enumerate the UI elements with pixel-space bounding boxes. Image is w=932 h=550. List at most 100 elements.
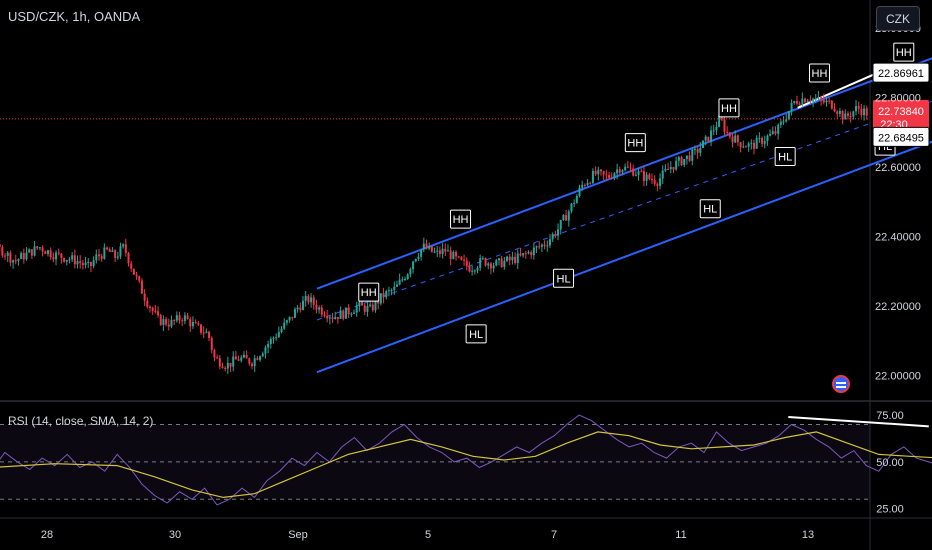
channel-mid-line[interactable] [316, 63, 932, 321]
candle-body [46, 250, 49, 254]
candle-body [436, 250, 439, 252]
candle-body [503, 261, 506, 268]
candle-body [49, 250, 52, 258]
candle-body [836, 111, 839, 114]
candle-body [731, 136, 734, 143]
candle-body [763, 141, 766, 144]
rsi-divergence-line[interactable] [788, 415, 929, 428]
candle-body [591, 170, 594, 183]
candle-body [425, 243, 428, 249]
candle-body [111, 250, 114, 252]
candle-body [720, 115, 723, 120]
candle-body [30, 249, 33, 256]
candle-body [500, 258, 503, 268]
candle-body [28, 249, 31, 253]
candle-body [457, 256, 460, 258]
candle-body [9, 252, 12, 263]
candle-body [385, 291, 388, 298]
candle-body [637, 171, 640, 175]
channel-upper-line[interactable] [316, 17, 932, 290]
candle-body [326, 316, 329, 319]
candle-body [148, 306, 151, 308]
candle-body [460, 256, 463, 260]
candle-body [812, 98, 815, 102]
candle-body [127, 253, 130, 264]
candle-body [583, 184, 586, 186]
candle-body [0, 244, 1, 248]
candle-body [479, 258, 482, 268]
candle-body [602, 171, 605, 175]
candle-body [667, 168, 670, 170]
sell-stop-price-value: 22.68495 [878, 132, 924, 144]
candle-body [677, 157, 680, 161]
swing-marker-box [553, 268, 575, 288]
us-flag-icon[interactable] [832, 375, 850, 393]
candle-body [844, 113, 847, 120]
candle-body [833, 108, 836, 112]
candle-body [253, 358, 256, 367]
candle-body [640, 171, 643, 173]
candle-body [438, 250, 441, 254]
candle-body [712, 130, 715, 132]
price-tick-label: 22.20000 [875, 301, 921, 313]
candle-body [626, 166, 629, 168]
candle-body [471, 270, 474, 272]
candle-body [409, 269, 412, 275]
candle-body [777, 124, 780, 134]
candle-body [495, 260, 498, 266]
channel-lower-line[interactable] [316, 101, 932, 374]
candle-body [84, 262, 87, 266]
candle-body [736, 135, 739, 143]
swing-marker-label: HL [703, 204, 717, 216]
candle-body [1, 247, 4, 256]
stop-loss-price-tag [872, 62, 930, 83]
candle-body [288, 316, 291, 321]
swing-marker-label: HH [453, 214, 469, 226]
candle-body [680, 157, 683, 166]
candle-body [267, 343, 270, 348]
candle-body [586, 182, 589, 186]
candle-body [146, 300, 149, 307]
candle-body [81, 263, 84, 266]
candle-body [441, 248, 444, 254]
candle-body [130, 263, 133, 269]
candle-body [449, 250, 452, 260]
swing-marker-box [450, 209, 472, 229]
trend-channel[interactable] [316, 17, 932, 374]
candle-body [565, 215, 568, 221]
candle-body [336, 316, 339, 319]
candle-body [718, 115, 721, 127]
candle-body [452, 252, 455, 260]
candle-body [87, 262, 90, 264]
candle-body [194, 322, 197, 324]
candlesticks [0, 90, 868, 375]
candle-body [71, 255, 74, 260]
candle-body [514, 256, 517, 264]
time-axis[interactable]: 28 30 Sep 5 7 11 13 [41, 529, 814, 541]
candle-body [849, 115, 852, 117]
candle-body [79, 261, 82, 264]
candle-body [608, 175, 611, 178]
time-tick-label: Sep [288, 529, 308, 541]
candle-body [299, 307, 302, 310]
candle-body [548, 239, 551, 246]
rsi-axis[interactable]: 25.00 50.00 75.00 [876, 410, 904, 516]
candle-body [634, 174, 637, 176]
currency-button[interactable]: CZK [876, 6, 920, 31]
candle-body [296, 307, 299, 310]
candle-body [656, 183, 659, 186]
candle-body [116, 256, 119, 258]
candle-body [618, 169, 621, 173]
swing-marker-box [699, 199, 721, 219]
candle-body [726, 131, 729, 133]
candle-body [557, 229, 560, 236]
swing-marker-box [465, 324, 487, 344]
candle-body [283, 322, 286, 329]
candle-body [251, 363, 254, 367]
candle-body [581, 184, 584, 188]
candle-body [353, 312, 356, 314]
